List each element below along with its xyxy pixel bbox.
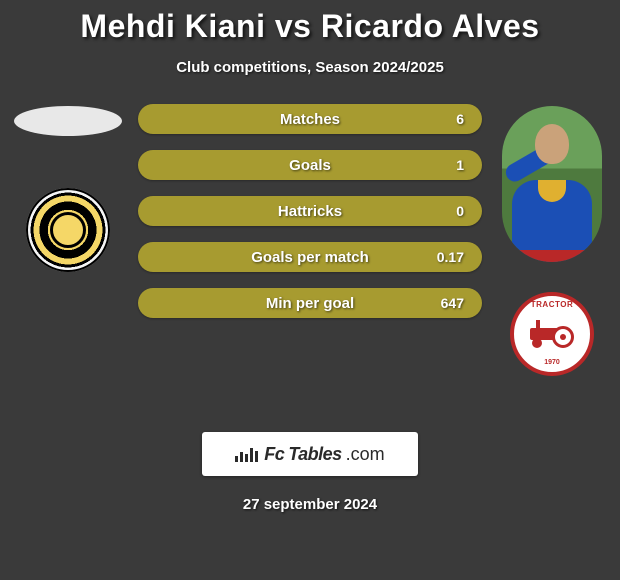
player-torso-shape: [512, 180, 592, 262]
brand-suffix: .com: [346, 444, 385, 465]
brand-main: Tables: [288, 444, 341, 465]
left-player-column: [8, 104, 128, 376]
badge-text-top: TRACTOR: [531, 300, 573, 309]
stat-value: 647: [441, 295, 464, 311]
stat-label: Goals: [289, 157, 331, 174]
left-player-photo-placeholder: [14, 106, 122, 136]
left-club-badge-icon: [26, 188, 110, 272]
stat-value: 6: [456, 111, 464, 127]
stat-bar-matches: Matches 6: [138, 104, 482, 134]
brand-prefix: Fc: [264, 444, 284, 465]
stat-value: 1: [456, 157, 464, 173]
page-title: Mehdi Kiani vs Ricardo Alves: [0, 8, 620, 45]
footer-brand-box[interactable]: FcTables.com: [202, 432, 418, 476]
season-subtitle: Club competitions, Season 2024/2025: [0, 59, 620, 76]
right-club-badge-icon: TRACTOR 1970: [510, 292, 594, 376]
stat-bar-hattricks: Hattricks 0: [138, 196, 482, 226]
stat-bar-min-per-goal: Min per goal 647: [138, 288, 482, 318]
comparison-row: Matches 6 Goals 1 Hattricks 0 Goals per …: [0, 104, 620, 376]
bars-chart-icon: [235, 446, 258, 462]
stat-value: 0.17: [437, 249, 464, 265]
stat-label: Matches: [280, 111, 340, 128]
stat-bar-goals-per-match: Goals per match 0.17: [138, 242, 482, 272]
stat-label: Min per goal: [266, 295, 354, 312]
stat-value: 0: [456, 203, 464, 219]
stats-bars: Matches 6 Goals 1 Hattricks 0 Goals per …: [128, 104, 492, 376]
badge-year: 1970: [544, 359, 560, 366]
right-player-column: TRACTOR 1970: [492, 104, 612, 376]
stat-label: Hattricks: [278, 203, 342, 220]
tractor-icon: [530, 320, 574, 348]
player-head-shape: [535, 124, 569, 164]
card-root: Mehdi Kiani vs Ricardo Alves Club compet…: [0, 0, 620, 513]
stat-label: Goals per match: [251, 249, 369, 266]
stat-bar-goals: Goals 1: [138, 150, 482, 180]
snapshot-date: 27 september 2024: [0, 496, 620, 513]
right-player-photo: [502, 106, 602, 262]
